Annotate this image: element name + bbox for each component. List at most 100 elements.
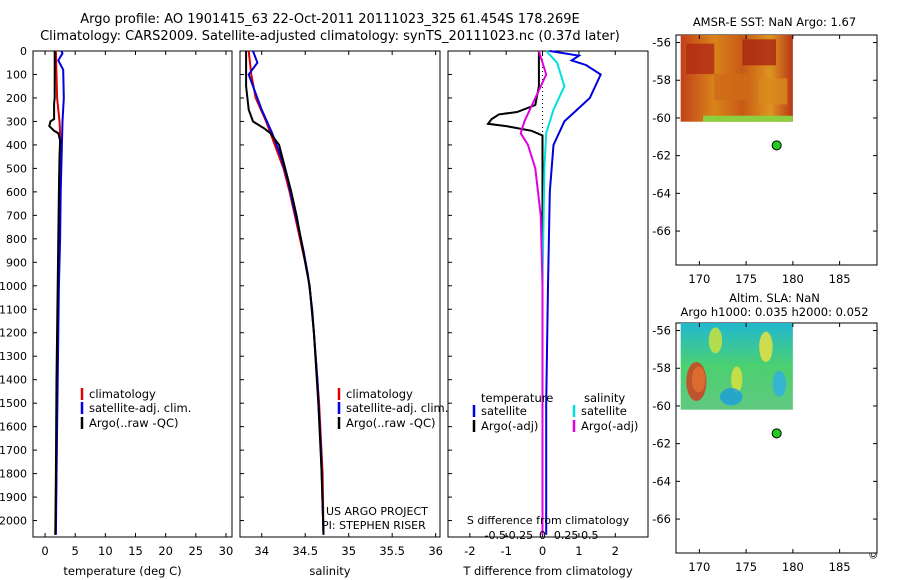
y-tick-label: -64 <box>652 186 671 200</box>
y-tick-label: 200 <box>6 92 27 105</box>
x-tick-label: 2 <box>612 544 619 558</box>
x-tick-label-top: -0.25 <box>505 529 533 542</box>
sla_map-title: Altim. SLA: NaN <box>729 291 820 305</box>
x-tick-label: 5 <box>72 544 79 558</box>
sla-patch <box>708 327 723 354</box>
x-tick-label: 10 <box>98 544 113 558</box>
sst-patch <box>742 39 777 66</box>
y-tick-label: 400 <box>6 139 27 152</box>
series-line <box>247 50 325 535</box>
x-tick-label-top: 0 <box>539 529 546 542</box>
legend-label: satellite-adj. clim. <box>346 401 448 415</box>
salinity-x-axis-label: salinity <box>309 564 350 578</box>
y-tick-label: 1500 <box>0 397 27 410</box>
series-line <box>245 51 325 535</box>
legend-title: temperature <box>481 391 553 405</box>
y-tick-label: -58 <box>652 361 671 375</box>
y-tick-label: 1700 <box>0 444 27 457</box>
x-tick-label: 185 <box>829 272 851 286</box>
x-tick-label-top: -0.5 <box>485 529 506 542</box>
series-line <box>54 50 65 535</box>
y-tick-label: 300 <box>6 115 27 128</box>
y-tick-label: 1000 <box>0 280 27 293</box>
legend-label: climatology <box>346 387 413 401</box>
x-tick-label-top: 0.5 <box>581 529 599 542</box>
legend-label: Argo(-adj) <box>581 419 638 433</box>
sst_map-title: AMSR-E SST: NaN Argo: 1.67 <box>693 15 856 29</box>
x-tick-label: 0 <box>41 544 48 558</box>
y-tick-label: -56 <box>652 36 671 50</box>
y-tick-label: -58 <box>652 73 671 87</box>
y-tick-label: 1400 <box>0 374 27 387</box>
x-tick-label: -1 <box>500 544 511 558</box>
sst-edge-strip <box>703 115 793 122</box>
legend-label: Argo(..raw -QC) <box>346 416 436 430</box>
y-tick-label: 1900 <box>0 491 27 504</box>
x-tick-label: 35.5 <box>379 544 405 558</box>
y-tick-label: -62 <box>652 149 671 163</box>
x-tick-label: 180 <box>782 272 804 286</box>
legend-label: climatology <box>89 387 156 401</box>
series-line <box>519 50 548 535</box>
y-tick-label: 1600 <box>0 421 27 434</box>
y-tick-label: 2000 <box>0 515 27 528</box>
sla-patch <box>759 331 773 363</box>
temperature-panel <box>32 50 233 538</box>
sla-patch <box>772 370 787 397</box>
x-tick-label: 15 <box>128 544 143 558</box>
x-tick-label: 185 <box>829 560 851 574</box>
y-tick-label: -66 <box>652 512 671 526</box>
legend-label: satellite <box>481 404 527 418</box>
argo-position-marker <box>771 428 782 439</box>
x-tick-label: 0 <box>539 544 546 558</box>
difference-panel <box>447 50 649 538</box>
x-tick-label: 170 <box>688 272 710 286</box>
x-tick-label: 35 <box>341 544 356 558</box>
salinity-axes-frame <box>239 50 441 538</box>
x-tick-label: 34.5 <box>292 544 318 558</box>
x-tick-label: -2 <box>464 544 475 558</box>
y-tick-label: -64 <box>652 474 671 488</box>
sst-patch <box>759 78 788 105</box>
sst_map-panel <box>675 34 878 266</box>
y-tick-label: 800 <box>6 233 27 246</box>
temperature-x-axis-label: temperature (deg C) <box>63 564 181 578</box>
chart-title: Argo profile: AO 1901415_63 22-Oct-2011 … <box>80 12 580 27</box>
y-tick-label: 1100 <box>0 303 27 316</box>
argo-position-marker <box>771 140 782 151</box>
series-line <box>545 50 602 535</box>
x-tick-label: 34 <box>254 544 269 558</box>
y-tick-label: 500 <box>6 162 27 175</box>
y-tick-label: -60 <box>652 111 671 125</box>
legend-title: salinity <box>584 391 625 405</box>
x-tick-label: 25 <box>188 544 203 558</box>
y-tick-label: 1200 <box>0 327 27 340</box>
y-tick-label: -66 <box>652 224 671 238</box>
x-tick-label: 1 <box>575 544 582 558</box>
y-tick-label: -56 <box>652 324 671 338</box>
legend-label: Argo(..raw -QC) <box>89 416 179 430</box>
x-axis-label-top: S difference from climatology <box>467 514 630 527</box>
series-line <box>486 51 544 535</box>
sla_map-panel <box>675 322 878 554</box>
series-line <box>48 51 62 535</box>
legend-label: Argo(-adj) <box>481 419 538 433</box>
legend-label: satellite <box>581 404 627 418</box>
y-tick-label: 0 <box>20 45 27 58</box>
x-tick-label: 30 <box>219 544 234 558</box>
x-tick-label: 175 <box>735 272 757 286</box>
sst-patch <box>686 43 715 75</box>
chart-subtitle: Climatology: CARS2009. Satellite-adjuste… <box>40 29 620 44</box>
y-tick-label: 900 <box>6 256 27 269</box>
x-tick-label: 20 <box>158 544 173 558</box>
sla-patch <box>719 388 743 406</box>
x-tick-label-top: 0.25 <box>554 529 579 542</box>
x-tick-label: 175 <box>735 560 757 574</box>
y-tick-label: 1300 <box>0 350 27 363</box>
annotation-line: US ARGO PROJECT <box>326 505 428 518</box>
sla-patch <box>731 366 743 393</box>
salinity-panel <box>239 50 441 538</box>
x-tick-label: 36 <box>428 544 443 558</box>
difference-x-axis-label: T difference from climatology <box>462 564 633 578</box>
